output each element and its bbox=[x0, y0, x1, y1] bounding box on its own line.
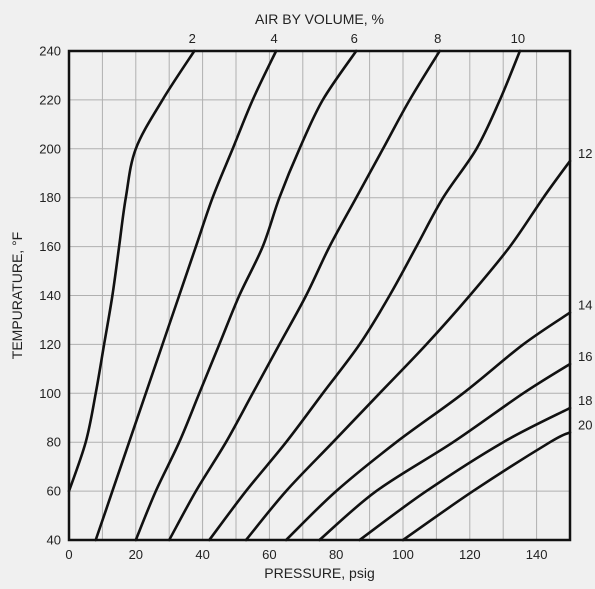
curve-label-6: 6 bbox=[351, 31, 358, 46]
y-tick-label: 220 bbox=[39, 92, 61, 107]
curve-label-14: 14 bbox=[578, 298, 592, 313]
y-tick-label: 140 bbox=[39, 288, 61, 303]
curve-20-percent bbox=[401, 431, 572, 542]
y-tick-label: 60 bbox=[47, 484, 61, 499]
x-tick-label: 80 bbox=[329, 547, 343, 562]
y-tick-label: 80 bbox=[47, 435, 61, 450]
y-tick-label: 120 bbox=[39, 337, 61, 352]
grid bbox=[68, 50, 571, 541]
x-tick-labels: 0 20 40 60 80 100 120 140 bbox=[65, 547, 547, 562]
y-tick-label: 40 bbox=[47, 533, 61, 548]
y-tick-label: 160 bbox=[39, 239, 61, 254]
chart-title: AIR BY VOLUME, % bbox=[255, 11, 384, 27]
curve-2-percent bbox=[67, 49, 196, 493]
curve-label-16: 16 bbox=[578, 349, 592, 364]
curve-16-percent bbox=[318, 362, 572, 542]
x-axis-title: PRESSURE, psig bbox=[264, 565, 374, 581]
curve-6-percent bbox=[134, 49, 358, 542]
x-tick-label: 140 bbox=[526, 547, 548, 562]
curve-4-percent bbox=[94, 49, 278, 542]
x-tick-label: 20 bbox=[129, 547, 143, 562]
curve-label-4: 4 bbox=[270, 31, 277, 46]
curve-label-10: 10 bbox=[511, 31, 525, 46]
y-tick-label: 240 bbox=[39, 44, 61, 59]
curve-label-8: 8 bbox=[434, 31, 441, 46]
x-tick-label: 60 bbox=[262, 547, 276, 562]
curve-label-12: 12 bbox=[578, 146, 592, 161]
x-tick-label: 0 bbox=[65, 547, 72, 562]
curve-12-percent bbox=[244, 159, 572, 542]
y-tick-label: 200 bbox=[39, 141, 61, 156]
plot-frame bbox=[67, 49, 572, 542]
curve-14-percent bbox=[284, 311, 572, 542]
curve-label-18: 18 bbox=[578, 393, 592, 408]
y-tick-labels: 40 60 80 100 120 140 160 180 200 220 240 bbox=[39, 44, 61, 548]
x-tick-label: 100 bbox=[392, 547, 414, 562]
curve-label-2: 2 bbox=[189, 31, 196, 46]
curve-8-percent bbox=[167, 49, 441, 542]
x-tick-label: 120 bbox=[459, 547, 481, 562]
y-axis-title: TEMPURATURE, °F bbox=[9, 232, 25, 359]
y-tick-label: 100 bbox=[39, 386, 61, 401]
x-tick-label: 40 bbox=[195, 547, 209, 562]
curve-labels: 2 4 6 8 10 12 14 16 18 20 bbox=[189, 31, 593, 432]
curves bbox=[67, 49, 572, 542]
curve-label-20: 20 bbox=[578, 417, 592, 432]
curve-10-percent bbox=[208, 49, 522, 542]
curve-18-percent bbox=[358, 406, 572, 542]
y-tick-label: 180 bbox=[39, 190, 61, 205]
